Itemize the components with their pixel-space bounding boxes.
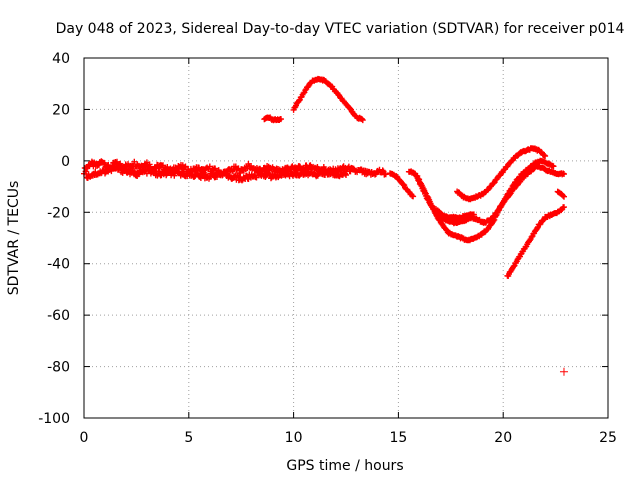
grid: [84, 58, 608, 418]
y-tick-label: -40: [47, 257, 70, 273]
data-points: [83, 164, 349, 184]
x-axis-label: GPS time / hours: [286, 458, 403, 474]
series-dip-c: [433, 206, 477, 222]
x-tick-label: 5: [184, 430, 193, 446]
data-points: [454, 145, 549, 203]
data-points: [387, 170, 417, 200]
series-short-arc: [261, 114, 284, 124]
data-points: [504, 204, 567, 279]
series-drop-a: [387, 170, 417, 200]
x-tick-label: 20: [494, 430, 512, 446]
y-tick-label: 20: [52, 102, 70, 118]
x-tick-label: 10: [285, 430, 303, 446]
data-points: [554, 188, 567, 200]
series-hump: [290, 75, 366, 124]
y-tick-label: -60: [47, 308, 70, 324]
data-points: [290, 75, 366, 124]
y-axis-label: SDTVAR / TECUs: [6, 181, 22, 296]
series-outlier: [559, 367, 568, 376]
series-short-tail: [554, 188, 567, 200]
x-tick-label: 25: [599, 430, 617, 446]
plot-frame: [83, 57, 609, 419]
y-tick-label: -100: [38, 411, 70, 427]
y-tick-label: -80: [47, 360, 70, 376]
data-points: [433, 206, 477, 222]
series-arc-c: [454, 145, 549, 203]
data-points: [261, 114, 284, 124]
chart-title: Day 048 of 2023, Sidereal Day-to-day VTE…: [56, 21, 625, 37]
y-tick-label: -20: [47, 205, 70, 221]
x-tick-label: 0: [80, 430, 89, 446]
series-lower-baseline: [83, 164, 349, 184]
series-rise: [504, 204, 567, 279]
x-tick-label: 15: [389, 430, 407, 446]
y-tick-label: 0: [61, 154, 70, 170]
y-tick-label: 40: [52, 51, 70, 67]
data-point: [559, 367, 568, 376]
